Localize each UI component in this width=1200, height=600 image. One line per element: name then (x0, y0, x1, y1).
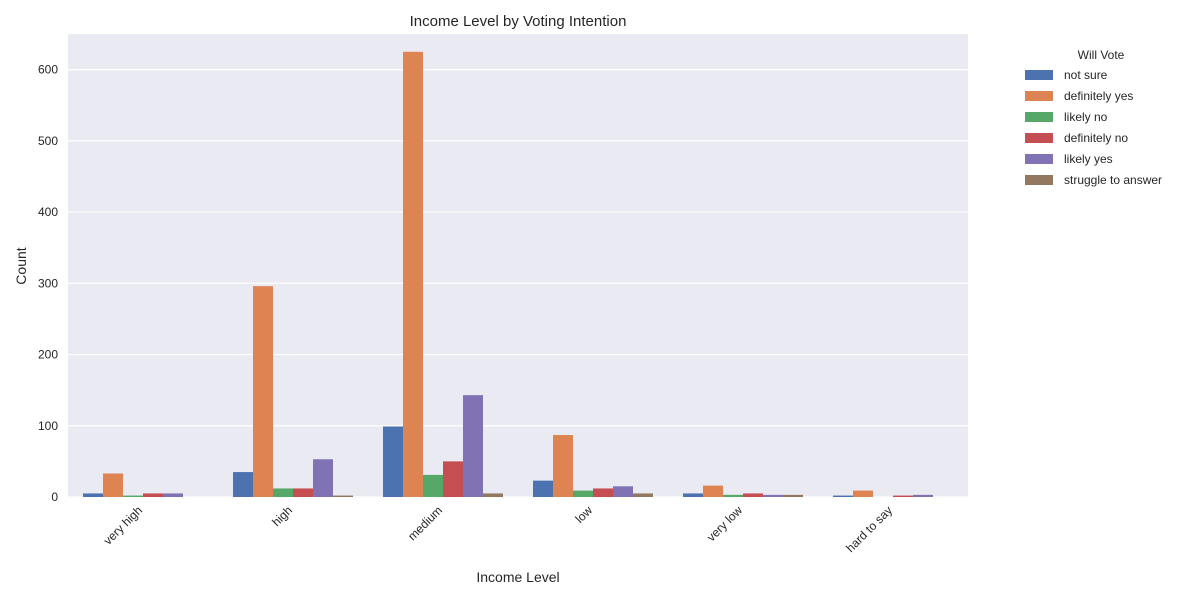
legend-swatch (1025, 91, 1053, 101)
legend-label: likely no (1064, 110, 1108, 124)
bar-definitely-yes-low (553, 435, 573, 497)
x-axis: very high high medium low very low hard to sa… (101, 503, 895, 555)
bar-likely-no-very-high (123, 495, 143, 497)
y-axis-title: Count (13, 247, 29, 284)
bar-not-sure-very-low (683, 493, 703, 497)
x-tick-label: very high (101, 503, 145, 547)
legend-label: definitely no (1064, 131, 1128, 145)
y-tick-label: 600 (38, 63, 58, 77)
x-tick-label: medium (405, 503, 445, 543)
bar-definitely-no-low (593, 488, 613, 497)
legend-label: not sure (1064, 68, 1108, 82)
y-tick-label: 100 (38, 419, 58, 433)
legend-swatch (1025, 175, 1053, 185)
bar-definitely-no-hard-to-say (893, 495, 913, 497)
x-tick-label: low (572, 503, 595, 526)
chart-title: Income Level by Voting Intention (410, 13, 627, 30)
plot-area (68, 34, 968, 497)
legend-label: definitely yes (1064, 89, 1133, 103)
gridlines (68, 69, 968, 498)
bar-likely-no-medium (423, 474, 443, 497)
y-tick-label: 400 (38, 205, 58, 219)
bar-likely-no-very-low (723, 494, 743, 497)
x-tick-label: high (269, 503, 295, 529)
bar-definitely-no-medium (443, 461, 463, 497)
y-tick-label: 200 (38, 348, 58, 362)
bar-definitely-no-very-high (143, 493, 163, 497)
y-tick-label: 0 (51, 490, 58, 504)
bar-not-sure-hard-to-say (833, 495, 853, 497)
bar-likely-no-low (573, 490, 593, 497)
bar-struggle-to-answer-low (633, 493, 653, 497)
bar-definitely-yes-very-high (103, 473, 123, 497)
bar-struggle-to-answer-medium (483, 493, 503, 497)
legend-swatch (1025, 154, 1053, 164)
legend-swatch (1025, 133, 1053, 143)
x-tick-label: very low (704, 503, 745, 544)
bar-likely-yes-very-low (763, 494, 783, 497)
bar-not-sure-low (533, 480, 553, 497)
bar-definitely-no-very-low (743, 493, 763, 497)
x-tick-label: hard to say (843, 503, 895, 555)
bar-not-sure-medium (383, 426, 403, 497)
legend-swatch (1025, 70, 1053, 80)
y-axis: 0 100 200 300 400 500 600 (38, 63, 58, 504)
bar-definitely-yes-high (253, 286, 273, 497)
legend: Will Vote not sure definitely yes likely n… (1025, 48, 1162, 187)
bar-likely-yes-high (313, 459, 333, 497)
bar-likely-yes-low (613, 486, 633, 497)
bar-likely-yes-very-high (163, 493, 183, 497)
y-tick-label: 500 (38, 134, 58, 148)
legend-title: Will Vote (1078, 48, 1125, 62)
bar-struggle-to-answer-high (333, 495, 353, 497)
legend-swatch (1025, 112, 1053, 122)
bar-likely-no-high (273, 488, 293, 497)
bar-not-sure-very-high (83, 493, 103, 497)
legend-label: likely yes (1064, 152, 1113, 166)
x-axis-title: Income Level (476, 569, 559, 585)
bar-struggle-to-answer-very-low (783, 494, 803, 497)
bar-definitely-yes-hard-to-say (853, 490, 873, 497)
bars (83, 51, 933, 498)
bar-definitely-yes-medium (403, 51, 423, 498)
y-tick-label: 300 (38, 276, 58, 290)
legend-label: struggle to answer (1064, 173, 1162, 187)
bar-definitely-no-high (293, 488, 313, 497)
bar-likely-yes-hard-to-say (913, 494, 933, 497)
bar-not-sure-high (233, 472, 253, 497)
bar-likely-yes-medium (463, 395, 483, 497)
bar-definitely-yes-very-low (703, 485, 723, 497)
